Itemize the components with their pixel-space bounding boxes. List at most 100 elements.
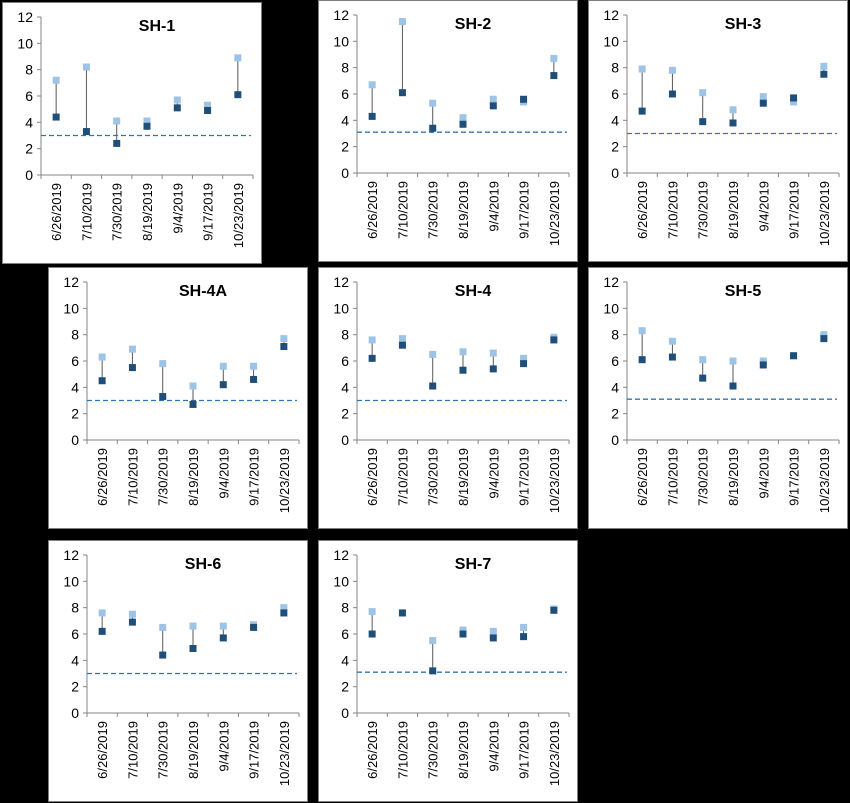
point-before: [369, 608, 376, 615]
y-tick-label: 6: [341, 626, 349, 642]
x-tick-label: 6/26/2019: [635, 181, 650, 239]
y-tick-label: 8: [341, 327, 349, 343]
point-after: [429, 383, 436, 390]
chart-svg: 0 2 4 6 8 10 12 6/26/2019 7/10/2019 7/30/2019 8/19…: [589, 1, 849, 263]
chart-panel-sh-2: 0 2 4 6 8 10 12 6/26/2019 7/10/2019 7/30/2019 8/19…: [318, 0, 578, 262]
point-after: [144, 123, 151, 130]
y-tick-label: 12: [333, 274, 349, 290]
x-tick-label: 8/19/2019: [456, 448, 471, 506]
chart-svg: 0 2 4 6 8 10 12 6/26/2019 7/10/2019 7/30/2019 8/19…: [319, 268, 579, 530]
chart-panel-sh-5: 0 2 4 6 8 10 12 6/26/2019 7/10/2019 7/30/2019 8/19…: [588, 267, 848, 529]
y-tick-label: 10: [17, 35, 33, 51]
x-tick-label: 7/10/2019: [665, 448, 680, 506]
x-tick-label: 6/26/2019: [365, 181, 380, 239]
point-after: [790, 352, 797, 359]
point-before: [490, 628, 497, 635]
chart-title: SH-1: [63, 18, 251, 36]
x-tick-label: 7/10/2019: [125, 721, 140, 779]
x-tick-label: 9/17/2019: [517, 721, 532, 779]
x-tick-label: 6/26/2019: [95, 721, 110, 779]
point-after: [550, 336, 557, 343]
x-tick-label: 9/4/2019: [486, 181, 501, 232]
y-tick-label: 6: [25, 88, 33, 104]
y-tick-label: 0: [25, 167, 33, 183]
point-before: [820, 63, 827, 70]
point-after: [190, 401, 197, 408]
x-tick-label: 9/4/2019: [486, 721, 501, 772]
x-tick-label: 9/17/2019: [517, 181, 532, 239]
point-after: [159, 393, 166, 400]
x-tick-label: 9/17/2019: [787, 181, 802, 239]
y-tick-label: 4: [611, 379, 619, 395]
y-tick-label: 10: [63, 300, 79, 316]
y-tick-label: 10: [333, 573, 349, 589]
point-after: [550, 72, 557, 79]
point-after: [174, 104, 181, 111]
x-tick-label: 7/10/2019: [665, 181, 680, 239]
point-before: [699, 356, 706, 363]
point-before: [159, 360, 166, 367]
point-after: [730, 119, 737, 126]
point-before: [639, 65, 646, 72]
point-after: [369, 113, 376, 120]
chart-panel-sh-7: 0 2 4 6 8 10 12 6/26/2019 7/10/2019 7/30/2019 8/19…: [318, 540, 578, 802]
x-tick-label: 9/17/2019: [247, 721, 262, 779]
y-tick-label: 6: [71, 353, 79, 369]
chart-svg: 0 2 4 6 8 10 12 6/26/2019 7/10/2019 7/30/2019 8/19…: [49, 268, 309, 530]
point-before: [174, 96, 181, 103]
point-after: [369, 355, 376, 362]
chart-svg: 0 2 4 6 8 10 12 6/26/2019 7/10/2019 7/30/2019 8/19…: [3, 3, 263, 265]
x-tick-label: 10/23/2019: [547, 448, 562, 513]
x-tick-label: 9/4/2019: [486, 448, 501, 499]
chart-panel-sh-6: 0 2 4 6 8 10 12 6/26/2019 7/10/2019 7/30/2019 8/19…: [48, 540, 308, 802]
point-after: [113, 140, 120, 147]
point-before: [190, 383, 197, 390]
chart-svg: 0 2 4 6 8 10 12 6/26/2019 7/10/2019 7/30/2019 8/19…: [589, 268, 849, 530]
point-before: [220, 623, 227, 630]
point-before: [520, 624, 527, 631]
point-after: [520, 96, 527, 103]
point-after: [520, 360, 527, 367]
x-tick-label: 9/4/2019: [756, 181, 771, 232]
y-tick-label: 6: [71, 626, 79, 642]
x-tick-label: 9/17/2019: [247, 448, 262, 506]
point-after: [280, 609, 287, 616]
x-tick-label: 7/30/2019: [426, 448, 441, 506]
y-tick-label: 10: [63, 573, 79, 589]
x-tick-label: 8/19/2019: [726, 448, 741, 506]
point-before: [730, 106, 737, 113]
point-after: [790, 94, 797, 101]
point-before: [129, 611, 136, 618]
point-before: [429, 351, 436, 358]
x-tick-label: 9/17/2019: [517, 448, 532, 506]
x-tick-label: 7/30/2019: [426, 721, 441, 779]
point-after: [490, 102, 497, 109]
point-after: [460, 121, 467, 128]
point-after: [760, 361, 767, 368]
point-after: [820, 71, 827, 78]
y-tick-label: 12: [333, 7, 349, 23]
x-tick-label: 8/19/2019: [726, 181, 741, 239]
x-tick-label: 9/17/2019: [201, 183, 216, 241]
x-tick-label: 10/23/2019: [547, 181, 562, 246]
x-tick-label: 9/17/2019: [787, 448, 802, 506]
y-tick-label: 4: [611, 112, 619, 128]
chart-panel-sh-1: 0 2 4 6 8 10 12 6/26/2019 7/10/2019 7/30/2019 8/19…: [2, 2, 262, 264]
chart-panel-sh-4: 0 2 4 6 8 10 12 6/26/2019 7/10/2019 7/30/2019 8/19…: [318, 267, 578, 529]
chart-title: SH-5: [649, 283, 837, 301]
y-tick-label: 10: [333, 300, 349, 316]
chart-svg: 0 2 4 6 8 10 12 6/26/2019 7/10/2019 7/30/2019 8/19…: [319, 541, 579, 803]
y-tick-label: 0: [71, 705, 79, 721]
y-tick-label: 10: [603, 33, 619, 49]
point-before: [53, 77, 60, 84]
point-before: [280, 335, 287, 342]
point-after: [429, 667, 436, 674]
x-tick-label: 7/10/2019: [395, 448, 410, 506]
point-after: [99, 628, 106, 635]
point-after: [53, 114, 60, 121]
x-tick-label: 6/26/2019: [95, 448, 110, 506]
point-before: [490, 96, 497, 103]
point-before: [99, 354, 106, 361]
chart-title: SH-4: [379, 283, 567, 301]
x-tick-label: 10/23/2019: [547, 721, 562, 786]
